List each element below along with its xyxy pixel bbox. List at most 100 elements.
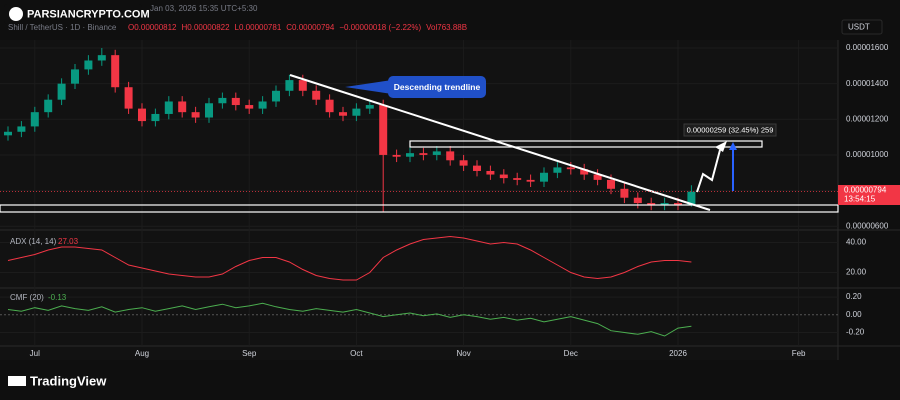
candle-body — [4, 131, 12, 136]
y-tick-label: 0.00001400 — [846, 79, 889, 88]
y-tick-label: 0.20 — [846, 292, 862, 301]
legend-item: L0.00000781 — [235, 23, 282, 32]
x-tick-label: Oct — [350, 349, 363, 358]
y-tick-label: 0.00001000 — [846, 150, 889, 159]
measure-label: 0.00000259 (32.45%) 259 — [687, 125, 774, 134]
candle-body — [44, 99, 53, 113]
candle-body — [325, 99, 334, 113]
candle-body — [245, 105, 254, 109]
candle-body — [164, 101, 173, 114]
symbol: Shill / TetherUS · 1D · Binance — [8, 23, 117, 32]
arrow-head — [715, 141, 727, 152]
support-box — [0, 204, 839, 213]
candle-body — [111, 55, 120, 88]
cmf-last-value: -0.13 — [48, 293, 67, 302]
candle-body — [71, 69, 79, 84]
y-tick-label: 0.00 — [846, 310, 862, 319]
x-tick-label: Jul — [30, 349, 40, 358]
resistance-box — [409, 140, 763, 148]
x-tick-label: Nov — [456, 349, 470, 358]
brand-icon — [9, 7, 23, 21]
price-tag-value: 0.00000794 — [844, 186, 887, 195]
brand-badge — [4, 4, 142, 24]
candle-body — [258, 101, 267, 109]
y-tick-label: 0.00001200 — [846, 114, 889, 123]
candle-body — [540, 172, 548, 182]
legend-item: H0.00000822 — [182, 23, 231, 32]
candle-body — [97, 55, 106, 61]
legend-item: Vol763.88B — [426, 23, 467, 32]
candle-body — [580, 169, 589, 175]
indicator-line — [7, 302, 692, 337]
candle-body — [17, 126, 26, 132]
candle-body — [499, 174, 508, 179]
candle-body — [553, 167, 562, 173]
candle-body — [406, 153, 414, 157]
candle-body — [607, 179, 615, 189]
candle-body — [379, 105, 388, 155]
x-tick-label: Dec — [564, 349, 578, 358]
y-tick-label: 0.00000600 — [846, 221, 889, 230]
candle-body — [526, 179, 535, 182]
ohlc-legend: O0.00000812 H0.00000822 L0.00000781 C0.0000… — [128, 23, 467, 32]
brand: PARSIANCRYPTO.COM — [27, 8, 150, 20]
marks — [4, 48, 696, 337]
candle-body — [30, 112, 39, 127]
candle-body — [124, 87, 133, 109]
candle-body — [593, 174, 602, 180]
candle-body — [660, 203, 669, 205]
candle-body — [566, 167, 575, 170]
footer-brand: TradingView — [30, 373, 107, 388]
candle-body — [687, 191, 696, 205]
candle-body — [205, 103, 213, 118]
candle-body — [57, 83, 66, 100]
adx-title: ADX (14, 14) — [10, 237, 57, 246]
candle-body — [459, 160, 468, 166]
candle-body — [446, 151, 455, 161]
currency: USDT — [848, 23, 870, 32]
measure-box — [683, 123, 777, 137]
candle-body — [647, 203, 656, 205]
candle-body — [312, 90, 321, 100]
candle-body — [674, 203, 682, 205]
cmf-title: CMF (20) — [10, 293, 44, 302]
candle-body — [620, 188, 629, 198]
x-tick-label: Sep — [242, 349, 257, 358]
candle-body — [365, 105, 374, 109]
x-tick-label: 2026 — [669, 349, 687, 358]
y-tick-label: 0.00001600 — [846, 43, 889, 52]
legend-item: O0.00000812 — [128, 23, 177, 32]
callout-text: Descending trendline — [394, 82, 481, 92]
legend-item: C0.00000794 — [286, 23, 335, 32]
candle-body — [191, 112, 200, 118]
callout-box — [388, 76, 486, 98]
adx-last-value: 27.03 — [58, 237, 79, 246]
countdown: 13:54:15 — [844, 195, 876, 204]
candle-body — [298, 80, 307, 91]
currency-box — [841, 19, 883, 35]
price-tag — [838, 185, 900, 205]
legend-item: −0.00000018 (−2.22%) — [339, 23, 421, 32]
candle-body — [392, 154, 401, 157]
x-tick-label: Aug — [135, 349, 149, 358]
candle-body — [151, 113, 160, 122]
trendline — [289, 74, 711, 211]
candle-body — [178, 101, 187, 113]
candle-body — [272, 90, 280, 102]
y-tick-label: -0.20 — [846, 328, 865, 337]
datetime: Jan 03, 2026 15:35 UTC+5:30 — [150, 4, 258, 13]
tv-logo — [8, 376, 26, 386]
candle-body — [419, 153, 428, 155]
y-tick-label: 40.00 — [846, 238, 867, 247]
indicator-line — [7, 235, 692, 281]
callout-tail — [345, 80, 392, 94]
candle-body — [84, 60, 93, 70]
y-tick-label: 20.00 — [846, 268, 867, 277]
x-tick-label: Feb — [792, 349, 806, 358]
candle-body — [285, 80, 294, 91]
candle-body — [218, 97, 227, 104]
candle-body — [352, 108, 361, 116]
candle-body — [231, 97, 240, 106]
candle-body — [432, 151, 441, 155]
